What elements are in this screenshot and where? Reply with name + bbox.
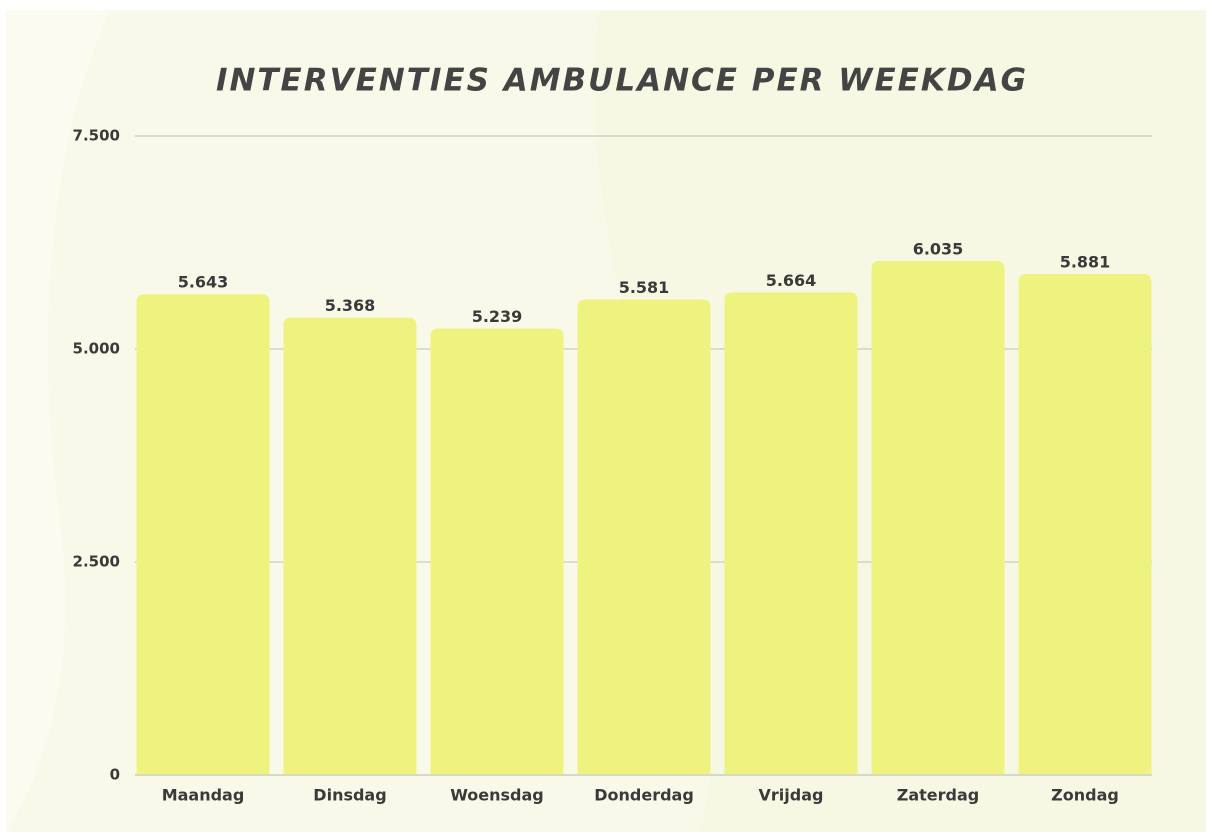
value-label: 5.368: [325, 296, 376, 315]
bar: [871, 260, 1005, 775]
value-label: 5.581: [619, 278, 670, 297]
value-label: 5.643: [178, 273, 229, 292]
y-tick-label: 5.000: [73, 340, 120, 358]
bar: [1018, 273, 1152, 775]
y-tick-label: 7.500: [73, 127, 120, 145]
x-tick-label: Zaterdag: [897, 786, 980, 805]
value-label: 5.881: [1060, 252, 1111, 271]
x-tick-label: Zondag: [1051, 786, 1119, 805]
chart-title: INTERVENTIES AMBULANCE PER WEEKDAG: [216, 63, 1028, 99]
bar: [577, 299, 711, 775]
bar: [430, 328, 564, 775]
x-tick-label: Donderdag: [594, 786, 694, 805]
bar: [724, 292, 858, 775]
x-tick-label: Woensdag: [450, 786, 544, 805]
x-tick-label: Maandag: [162, 786, 245, 805]
y-tick-label: 2.500: [73, 553, 120, 571]
bar: [283, 317, 417, 775]
y-tick-label: 0: [110, 766, 120, 784]
x-tick-label: Vrijdag: [759, 786, 824, 805]
bar: [136, 294, 270, 775]
background-shape: [6, 10, 110, 832]
x-tick-label: Dinsdag: [313, 786, 386, 805]
value-label: 5.664: [766, 271, 817, 290]
value-label: 6.035: [913, 239, 964, 258]
value-label: 5.239: [472, 307, 523, 326]
